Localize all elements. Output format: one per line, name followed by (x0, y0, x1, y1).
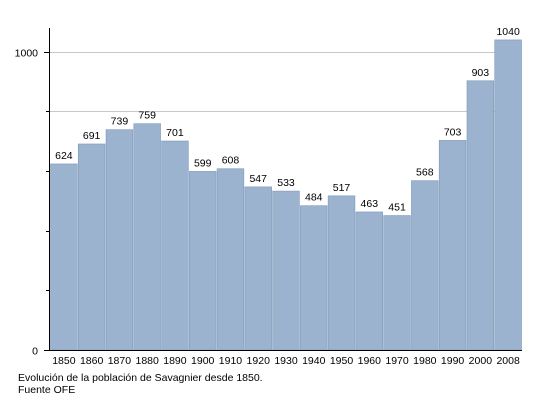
x-tick-label: 1930 (274, 355, 298, 367)
bar (189, 171, 217, 351)
data-label: 547 (249, 173, 267, 185)
x-tick-label: 1970 (385, 355, 409, 367)
x-tick-label: 2000 (469, 355, 493, 367)
y-tick-labels: 0 1000 (15, 48, 39, 358)
data-label: 451 (388, 202, 406, 214)
x-tick-label: 1990 (441, 355, 465, 367)
data-label: 703 (444, 126, 462, 138)
data-label: 463 (361, 198, 379, 210)
x-tick-label: 1890 (163, 355, 187, 367)
gridlines (50, 52, 522, 112)
bar (105, 129, 134, 351)
data-label: 903 (472, 67, 490, 79)
x-tick-label: 1980 (413, 355, 437, 367)
data-label: 624 (55, 150, 73, 162)
data-label: 1040 (496, 26, 520, 38)
x-tick-label: 1960 (358, 355, 382, 367)
bar (133, 123, 161, 351)
chart-caption: Evolución de la población de Savagnier d… (18, 372, 263, 384)
data-label: 599 (194, 157, 212, 169)
bar (355, 211, 383, 351)
bar (411, 180, 439, 351)
bar (77, 143, 106, 351)
data-labels: 624 691 739 759 701 599 608 547 533 484 517 463 451 5… (55, 26, 520, 214)
bar (272, 190, 300, 351)
x-tick-label: 1860 (80, 355, 104, 367)
bar (494, 39, 522, 351)
bar (383, 215, 411, 351)
bar (50, 163, 78, 351)
chart-source: Fuente OFE (18, 384, 76, 396)
x-tick-label: 1910 (219, 355, 243, 367)
data-label: 691 (83, 130, 101, 142)
y-tick-label: 0 (32, 346, 38, 358)
bar (161, 140, 189, 351)
data-label: 568 (416, 167, 434, 179)
bar (438, 140, 467, 351)
bar (327, 195, 356, 351)
x-tick-label: 1940 (302, 355, 326, 367)
x-tick-label: 1870 (108, 355, 132, 367)
data-label: 484 (305, 192, 323, 204)
x-tick-label: 1920 (247, 355, 271, 367)
x-tick-label: 1880 (135, 355, 159, 367)
x-tick-label: 1850 (52, 355, 76, 367)
x-tick-labels: 1850 1860 1870 1880 1890 1900 1910 1920 1930 1940… (52, 355, 520, 367)
x-tick-label: 1950 (330, 355, 354, 367)
data-label: 701 (166, 127, 184, 139)
bar (216, 168, 245, 351)
bars (50, 39, 522, 351)
data-label: 533 (277, 177, 295, 189)
bar (466, 80, 495, 351)
data-label: 739 (111, 116, 129, 128)
x-tick-label: 2008 (496, 355, 520, 367)
axes (44, 28, 522, 351)
data-label: 759 (138, 110, 156, 122)
y-tick-label: 1000 (15, 48, 39, 60)
x-tick-label: 1900 (191, 355, 215, 367)
data-label: 608 (222, 155, 240, 167)
bar (244, 186, 272, 351)
data-label: 517 (333, 182, 351, 194)
bar (300, 205, 328, 351)
